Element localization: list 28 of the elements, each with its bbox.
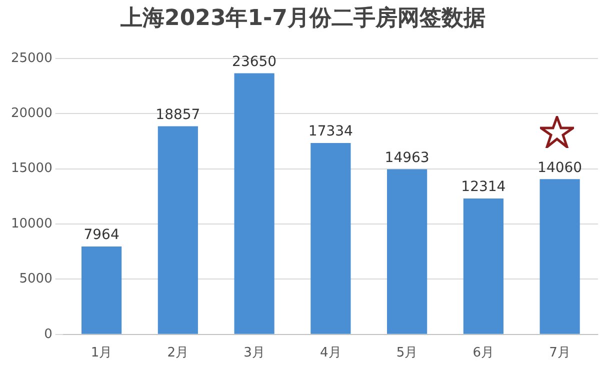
y-tick-label: 20000 [10,106,52,121]
data-label: 12314 [461,179,506,196]
data-label: 18857 [156,106,200,123]
x-tick-label: 6月 [472,346,494,361]
bar [158,126,198,334]
x-tick-label: 4月 [320,346,342,361]
bar [463,198,504,334]
y-tick-label: 10000 [10,216,52,232]
bar [387,169,428,334]
x-tick-label: 7月 [549,346,570,361]
bar [310,143,351,334]
data-label: 23650 [232,54,277,70]
x-tick-label: 2月 [167,346,189,361]
x-tick-label: 5月 [396,346,418,361]
y-tick-label: 15000 [10,161,52,176]
data-label: 14060 [538,160,582,176]
chart-title: 上海2023年1-7月份二手房网签数据 [120,4,486,31]
bar [234,73,274,334]
bar [81,246,122,334]
data-label: 7964 [84,227,120,244]
y-tick-label: 25000 [10,50,52,66]
y-tick-label: 5000 [19,272,52,287]
y-tick-label: 0 [44,326,52,342]
data-label: 14963 [384,150,430,166]
x-tick-label: 3月 [244,346,265,361]
x-tick-label: 1月 [90,346,112,361]
data-label: 17334 [308,124,354,140]
bar [540,179,580,334]
